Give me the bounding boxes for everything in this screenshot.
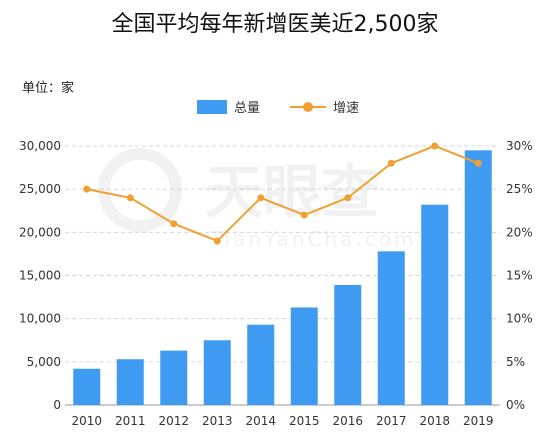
bar xyxy=(290,307,318,405)
left-tick-label: 5,000 xyxy=(27,355,61,369)
bar xyxy=(73,368,101,405)
line-series-growth xyxy=(83,142,482,245)
watermark: 天眼查 TianYanCha.com xyxy=(98,148,416,251)
bar xyxy=(421,204,449,405)
right-tick-label: 0% xyxy=(506,398,525,412)
growth-point xyxy=(126,194,134,202)
bar xyxy=(334,284,362,405)
left-tick-label: 15,000 xyxy=(19,269,61,283)
unit-label: 单位：家 xyxy=(22,81,75,96)
growth-point xyxy=(83,185,91,193)
right-tick-label: 15% xyxy=(506,269,533,283)
x-axis: 2010 2011 2012 2013 2014 2015 2016 2017 2018 2019 xyxy=(71,414,493,428)
bar-series-total xyxy=(73,150,492,405)
left-tick-label: 20,000 xyxy=(19,225,61,239)
growth-point xyxy=(300,211,308,219)
watermark-main-text: 天眼查 xyxy=(205,158,379,226)
legend-item-total: 总量 xyxy=(197,97,260,116)
x-tick-label: 2015 xyxy=(289,414,320,428)
x-tick-label: 2012 xyxy=(158,414,189,428)
right-tick-label: 25% xyxy=(506,182,533,196)
growth-point xyxy=(257,194,265,202)
growth-point xyxy=(344,194,352,202)
x-tick-label: 2014 xyxy=(245,414,276,428)
legend-line-swatch xyxy=(290,100,326,114)
left-tick-label: 10,000 xyxy=(19,312,61,326)
right-tick-label: 20% xyxy=(506,225,533,239)
bar xyxy=(160,350,188,405)
watermark-logo-icon xyxy=(98,148,182,232)
x-tick-label: 2017 xyxy=(376,414,407,428)
left-tick-label: 0 xyxy=(53,398,61,412)
growth-point xyxy=(170,220,178,228)
x-tick-label: 2013 xyxy=(202,414,233,428)
growth-point xyxy=(387,159,395,167)
left-axis: 0 5,000 10,000 15,000 20,000 25,000 30,000 xyxy=(19,139,61,412)
legend-item-growth: 增速 xyxy=(290,97,359,116)
x-tick-label: 2018 xyxy=(419,414,450,428)
chart-title: 全国平均每年新增医美近2,500家 xyxy=(111,12,439,37)
right-tick-label: 5% xyxy=(506,355,525,369)
legend-bar-swatch xyxy=(197,99,227,114)
bar xyxy=(464,150,492,405)
legend-label-growth: 增速 xyxy=(333,101,360,116)
right-tick-label: 10% xyxy=(506,312,533,326)
x-tick-label: 2011 xyxy=(115,414,146,428)
bar xyxy=(377,251,405,405)
legend-label-total: 总量 xyxy=(234,101,261,116)
right-axis: 0% 5% 10% 15% 20% 25% 30% xyxy=(506,139,533,412)
growth-line xyxy=(86,144,479,243)
bar xyxy=(116,359,144,405)
growth-point xyxy=(213,237,221,245)
x-tick-label: 2010 xyxy=(71,414,102,428)
growth-point xyxy=(474,159,482,167)
left-tick-label: 30,000 xyxy=(19,139,61,153)
x-tick-label: 2016 xyxy=(332,414,363,428)
right-tick-label: 30% xyxy=(506,139,533,153)
watermark-sub-text: TianYanCha.com xyxy=(209,227,416,251)
x-tick-label: 2019 xyxy=(463,414,494,428)
left-tick-label: 25,000 xyxy=(19,182,61,196)
growth-point xyxy=(431,142,439,150)
grid xyxy=(65,145,500,406)
legend: 总量 增速 xyxy=(0,97,550,117)
bar xyxy=(247,324,275,405)
bar xyxy=(203,340,231,405)
